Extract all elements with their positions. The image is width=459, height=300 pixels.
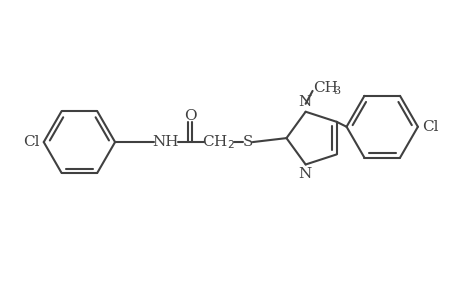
Text: CH: CH (313, 81, 338, 95)
Text: Cl: Cl (421, 120, 437, 134)
Text: CH$_2$: CH$_2$ (202, 133, 234, 151)
Text: 3: 3 (333, 86, 340, 96)
Text: O: O (184, 109, 196, 123)
Text: S: S (242, 135, 252, 149)
Text: NH: NH (152, 135, 179, 149)
Text: N: N (297, 167, 311, 182)
Text: N: N (297, 95, 311, 109)
Text: Cl: Cl (23, 135, 39, 149)
